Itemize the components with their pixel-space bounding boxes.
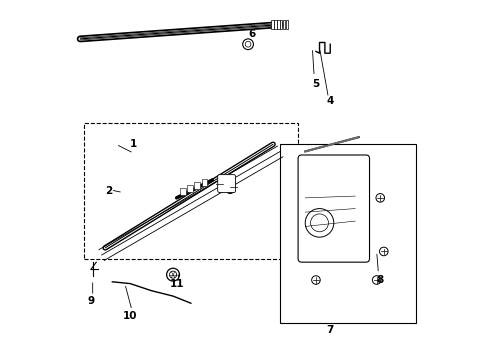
- Bar: [274, 20, 276, 29]
- Text: 6: 6: [247, 28, 255, 39]
- Bar: [187, 185, 192, 192]
- Bar: [83, 123, 298, 258]
- Bar: [282, 20, 285, 29]
- Bar: [194, 182, 200, 189]
- Text: 11: 11: [169, 279, 183, 289]
- Bar: [180, 188, 185, 195]
- Bar: [279, 20, 282, 29]
- Text: 10: 10: [122, 311, 137, 321]
- FancyBboxPatch shape: [217, 175, 235, 193]
- Text: 5: 5: [312, 78, 319, 89]
- Bar: [271, 20, 273, 29]
- Bar: [201, 179, 206, 186]
- Text: 9: 9: [87, 296, 94, 306]
- Bar: [285, 20, 287, 29]
- Text: 3: 3: [226, 186, 233, 196]
- Text: 1: 1: [130, 139, 137, 149]
- Bar: [276, 20, 279, 29]
- Text: 2: 2: [105, 186, 112, 196]
- Bar: [280, 144, 415, 323]
- Text: 4: 4: [326, 96, 333, 107]
- FancyBboxPatch shape: [298, 155, 369, 262]
- Text: 8: 8: [376, 275, 383, 285]
- Text: 7: 7: [326, 325, 333, 335]
